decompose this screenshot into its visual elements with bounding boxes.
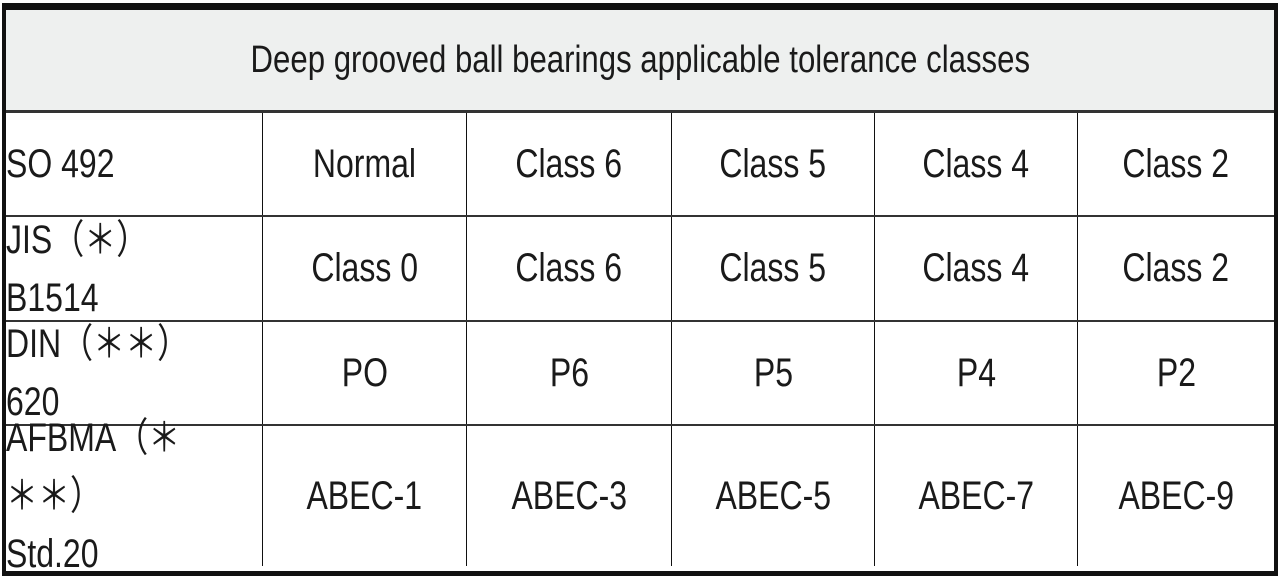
class-cell-text: P6 (549, 350, 589, 395)
table-row: AFBMA（＊＊＊） Std.20 ABEC-1 ABEC-3 ABEC-5 ABEC-… (6, 416, 1274, 576)
class-cell-text: Class 6 (515, 141, 623, 186)
class-cell: P2 (1077, 322, 1274, 424)
class-cell-text: Class 5 (719, 246, 827, 290)
standard-cell-text: JIS（＊）B1514 (6, 217, 149, 320)
class-cell: ABEC-1 (262, 426, 466, 566)
class-cell-text: P2 (1156, 350, 1196, 395)
standard-cell: SO 492 (6, 113, 262, 215)
class-cell-text: Class 6 (515, 246, 623, 290)
class-cell-text: Class 4 (922, 141, 1030, 186)
class-cell: Class 4 (874, 217, 1077, 320)
class-cell: Class 5 (671, 217, 874, 320)
class-cell: ABEC-9 (1077, 426, 1274, 566)
table-row: SO 492 Normal Class 6 Class 5 Class 4 Class 2 (6, 113, 1274, 217)
table-title-row: Deep grooved ball bearings applicable to… (6, 10, 1274, 113)
class-cell: Class 4 (874, 113, 1077, 215)
class-cell: Class 6 (466, 217, 671, 320)
class-cell: Class 2 (1077, 217, 1274, 320)
class-cell: P4 (874, 322, 1077, 424)
class-cell-text: ABEC-9 (1118, 473, 1234, 518)
class-cell: Class 5 (671, 113, 874, 215)
class-cell-text: Normal (312, 141, 417, 186)
class-cell-text: Class 2 (1122, 141, 1230, 186)
class-cell-text: ABEC-5 (715, 473, 831, 518)
class-cell-text: Class 4 (922, 246, 1030, 290)
table-row: DIN（＊＊）620 PO P6 P5 P4 P2 (6, 322, 1274, 426)
class-cell-text: P5 (753, 350, 793, 395)
class-cell: Class 0 (262, 217, 466, 320)
class-cell: ABEC-7 (874, 426, 1077, 566)
class-cell: P5 (671, 322, 874, 424)
class-cell: PO (262, 322, 466, 424)
tolerance-table: Deep grooved ball bearings applicable to… (2, 3, 1278, 576)
class-cell-text: Class 0 (311, 246, 418, 290)
standard-cell-text: SO 492 (6, 142, 115, 186)
standard-cell-text: AFBMA（＊＊＊） Std.20 (6, 416, 181, 576)
table-title: Deep grooved ball bearings applicable to… (250, 38, 1030, 81)
class-cell-text: P4 (956, 350, 996, 395)
class-cell: P6 (466, 322, 671, 424)
class-cell: ABEC-3 (466, 426, 671, 566)
standard-cell: DIN（＊＊）620 (6, 322, 262, 424)
standard-cell: AFBMA（＊＊＊） Std.20 (6, 416, 262, 576)
standard-cell: JIS（＊）B1514 (6, 217, 262, 320)
standard-cell-text: DIN（＊＊）620 (6, 322, 190, 424)
class-cell-text: ABEC-7 (918, 473, 1034, 518)
class-cell-text: Class 5 (719, 141, 827, 186)
class-cell-text: Class 2 (1122, 246, 1230, 290)
class-cell: Class 2 (1077, 113, 1274, 215)
class-cell-text: PO (341, 350, 388, 395)
table-row: JIS（＊）B1514 Class 0 Class 6 Class 5 Class 4 C… (6, 217, 1274, 322)
class-cell-text: ABEC-1 (306, 473, 423, 518)
class-cell: Class 6 (466, 113, 671, 215)
class-cell-text: ABEC-3 (511, 473, 627, 518)
class-cell: ABEC-5 (671, 426, 874, 566)
class-cell: Normal (262, 113, 466, 215)
